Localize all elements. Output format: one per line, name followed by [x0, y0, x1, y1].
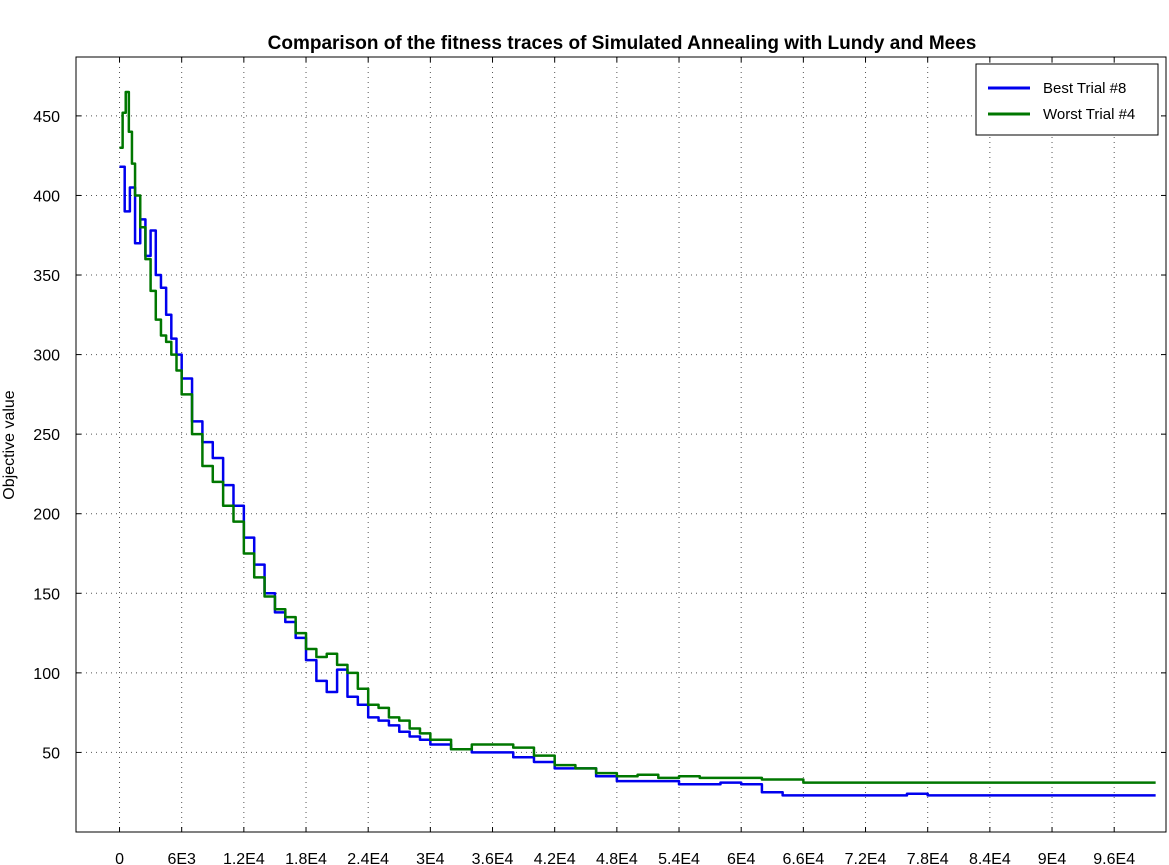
x-tick-label: 6E4 — [727, 851, 756, 865]
x-tick-label: 7.8E4 — [907, 851, 949, 865]
y-tick-label: 450 — [33, 109, 60, 126]
legend-label-worst: Worst Trial #4 — [1043, 106, 1135, 123]
y-tick-label: 100 — [33, 666, 60, 683]
x-tick-label: 4.8E4 — [596, 851, 638, 865]
x-tick-label: 9.6E4 — [1093, 851, 1135, 865]
worst-trial-line — [119, 90, 1156, 784]
y-tick-label: 300 — [33, 348, 60, 365]
chart-title: Comparison of the fitness traces of Simu… — [268, 33, 977, 54]
x-tick-label: 2.4E4 — [347, 851, 389, 865]
y-tick-label: 150 — [33, 586, 60, 603]
x-tick-label: 1.8E4 — [285, 851, 327, 865]
x-tick-label: 8.4E4 — [969, 851, 1011, 865]
legend-box — [975, 63, 1159, 136]
legend-label-best: Best Trial #8 — [1043, 80, 1126, 97]
x-tick-label: 5.4E4 — [658, 851, 700, 865]
x-tick-label: 6E3 — [167, 851, 196, 865]
y-axis-ticks: 50 100 150 200 250 300 350 400 450 — [33, 109, 1166, 762]
y-tick-label: 250 — [33, 427, 60, 444]
x-tick-label: 9E4 — [1038, 851, 1067, 865]
y-tick-label: 50 — [42, 745, 60, 762]
x-tick-label: 7.2E4 — [845, 851, 887, 865]
x-tick-label: 4.2E4 — [534, 851, 576, 865]
legend: Best Trial #8 Worst Trial #4 — [975, 63, 1159, 136]
x-tick-label: 0 — [115, 851, 124, 865]
plot-frame — [75, 56, 1167, 833]
y-tick-label: 400 — [33, 188, 60, 205]
x-tick-label: 6.6E4 — [782, 851, 824, 865]
y-axis-label: Objective value — [1, 390, 18, 499]
x-axis-ticks: 0 6E3 1.2E4 1.8E4 2.4E4 3E4 3.6E4 4.2E4 4.8E4 5.4… — [115, 57, 1135, 865]
x-tick-label: 1.2E4 — [223, 851, 265, 865]
best-trial-line — [119, 165, 1156, 797]
x-tick-label: 3E4 — [416, 851, 445, 865]
x-tick-label: 3.6E4 — [472, 851, 514, 865]
y-tick-label: 200 — [33, 507, 60, 524]
series-lines — [119, 90, 1156, 797]
y-tick-label: 350 — [33, 268, 60, 285]
